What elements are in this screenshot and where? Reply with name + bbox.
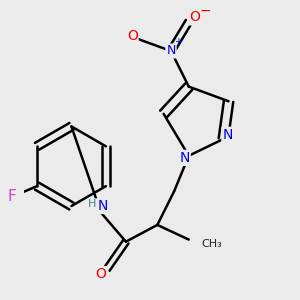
Text: N: N (166, 44, 176, 58)
Text: H: H (88, 199, 97, 209)
Text: −: − (200, 4, 211, 18)
Text: N: N (179, 151, 190, 165)
Text: +: + (174, 37, 182, 46)
Text: O: O (95, 267, 106, 281)
Text: O: O (127, 29, 138, 43)
Text: F: F (8, 189, 16, 204)
Text: N: N (222, 128, 233, 142)
Text: O: O (190, 11, 200, 25)
Text: CH₃: CH₃ (201, 239, 222, 249)
Text: N: N (98, 199, 108, 213)
